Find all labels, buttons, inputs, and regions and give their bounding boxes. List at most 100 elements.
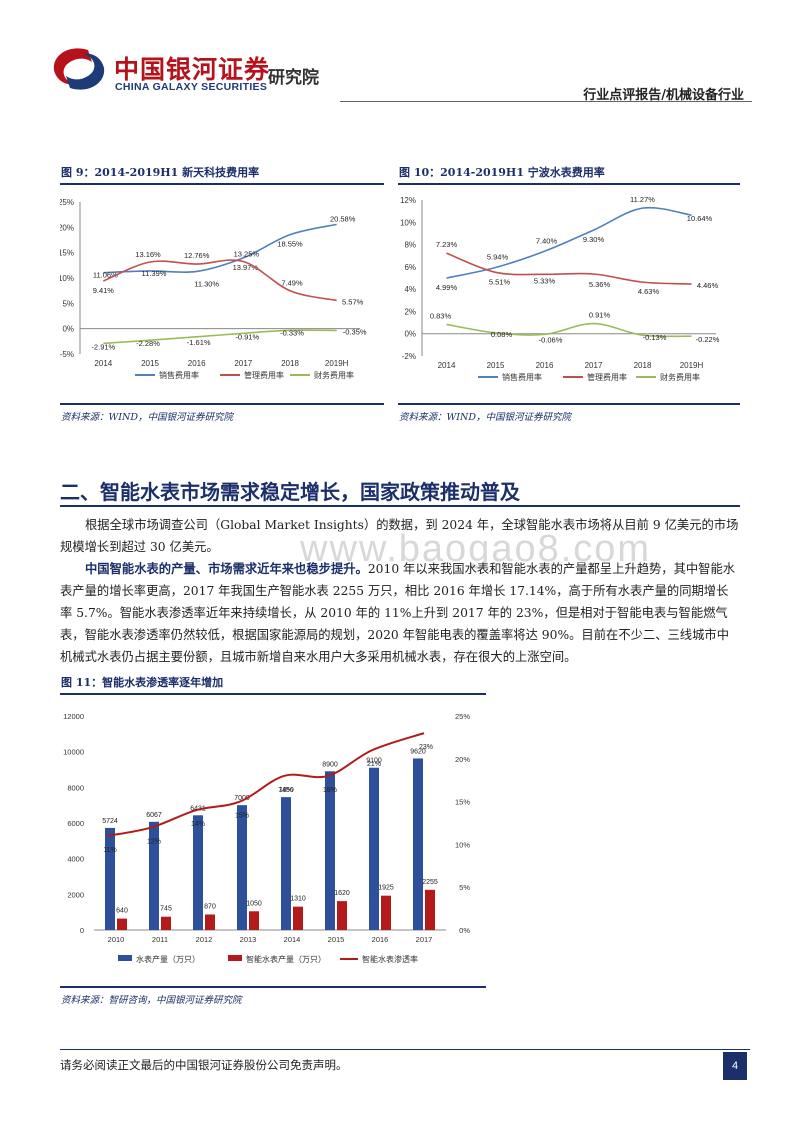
x-tick-label: 2018 <box>634 361 652 370</box>
y-tick-label: 10% <box>400 218 416 227</box>
y-tick-label: 12000 <box>63 712 84 721</box>
line-label: 11% <box>103 847 117 854</box>
x-tick-label: 2011 <box>152 935 168 944</box>
footer-rule <box>60 1049 750 1050</box>
y-tick-label: 0% <box>62 325 74 334</box>
y-tick-label: 2000 <box>67 890 84 899</box>
bar-label: 6067 <box>146 812 162 819</box>
y-tick-label: 8% <box>404 241 416 250</box>
fig11-top-rule <box>60 693 486 695</box>
bar-label: 1620 <box>334 890 350 897</box>
data-label: 0.91% <box>589 311 611 320</box>
y2-tick-label: 5% <box>459 883 470 892</box>
section-heading: 二、智能水表市场需求稳定增长，国家政策推动普及 <box>60 480 520 504</box>
fig10-chart: -2% 0% 2% 4% 6% 8% 10% 12% 2014 2015 2016 2017 2018 2… <box>400 195 720 382</box>
legend-entry: 财务费用率 <box>660 372 700 382</box>
data-label: -0.91% <box>235 332 259 341</box>
bar-label: 1310 <box>290 896 306 903</box>
bar-label: 640 <box>116 908 128 915</box>
x-tick-label: 2016 <box>536 361 554 370</box>
x-tick-label: 2015 <box>328 935 345 944</box>
line-label: 23% <box>419 744 433 751</box>
data-label: -0.33% <box>280 328 304 337</box>
fig11-bottom-rule <box>60 986 486 988</box>
y-tick-label: -2% <box>402 352 416 361</box>
x-tick-label: 2014 <box>284 935 301 944</box>
y-tick-label: -5% <box>60 350 74 359</box>
x-tick-label: 2015 <box>141 359 159 368</box>
y-tick-label: 2% <box>404 307 416 316</box>
series-line-1 <box>446 206 692 279</box>
line-label: 12% <box>147 838 161 845</box>
data-label: -2.91% <box>91 342 115 351</box>
bar-water-meter <box>237 805 247 930</box>
x-tick-label: 2017 <box>585 361 603 370</box>
legend-entry: 管理费用率 <box>244 370 284 380</box>
fig9-source: 资料来源：WIND，中国银河证券研究院 <box>61 412 233 423</box>
data-label: 11.06% <box>93 271 118 280</box>
galaxy-logo-icon <box>53 48 105 90</box>
fig11-source: 资料来源：智研咨询，中国银河证券研究院 <box>61 995 242 1006</box>
data-label: 13.25% <box>234 250 260 259</box>
data-label: 9.41% <box>93 286 115 295</box>
company-name-cn: 中国银河证券 <box>114 55 271 84</box>
data-label: 5.94% <box>487 253 509 262</box>
disclaimer-note: 请务必阅读正文最后的中国银河证券股份公司免责声明。 <box>60 1058 348 1072</box>
data-label: 7.23% <box>436 240 458 249</box>
data-label: 7.40% <box>536 236 558 245</box>
bar-smart-meter <box>337 901 347 930</box>
x-tick-label: 2014 <box>94 359 112 368</box>
y-tick-label: 10000 <box>63 748 84 757</box>
x-tick-label: 2019H <box>325 359 349 368</box>
data-label: 5.36% <box>589 280 611 289</box>
data-label: 0.83% <box>430 311 452 320</box>
x-tick-label: 2016 <box>372 935 389 944</box>
paragraph-1: 根据全球市场调查公司（Global Market Insights）的数据，到 … <box>60 514 740 558</box>
x-tick-label: 2014 <box>438 361 456 370</box>
series-line-2 <box>446 252 692 285</box>
x-tick-label: 2016 <box>188 359 206 368</box>
bar-label: 7000 <box>234 795 250 802</box>
y-tick-label: 12% <box>400 196 416 205</box>
data-label: -0.13% <box>643 333 667 342</box>
y-tick-label: 6000 <box>67 819 84 828</box>
company-name-en: CHINA GALAXY SECURITIES <box>115 81 268 93</box>
legend-swatch <box>228 955 242 961</box>
bar-water-meter <box>149 821 159 930</box>
bar-water-meter <box>193 815 203 930</box>
data-label: 10.64% <box>687 214 713 223</box>
penetration-line <box>107 732 425 837</box>
y-tick-label: 6% <box>404 263 416 272</box>
x-tick-label: 2017 <box>234 359 252 368</box>
data-label: 11.27% <box>630 195 655 204</box>
paragraph-1-text: 根据全球市场调查公司（Global Market Insights）的数据，到 … <box>60 518 739 554</box>
y2-tick-label: 25% <box>455 712 470 721</box>
bar-label: 745 <box>160 906 172 913</box>
bar-smart-meter <box>205 914 215 930</box>
data-label: 0.08% <box>491 330 513 339</box>
header-divider <box>340 101 752 102</box>
fig9-title: 图 9：2014-2019H1 新天科技费用率 <box>61 166 260 179</box>
paragraph-2-lead: 中国智能水表的产量、市场需求近年来也稳步提升。 <box>85 561 368 576</box>
y-tick-label: 10% <box>60 274 74 283</box>
y2-tick-label: 10% <box>455 840 470 849</box>
x-tick-label: 2013 <box>240 935 257 944</box>
y-tick-label: 4% <box>404 285 416 294</box>
y-tick-label: 25% <box>60 198 74 207</box>
series-line-2 <box>103 259 337 302</box>
line-label: 18% <box>279 787 293 794</box>
legend-entry: 销售费用率 <box>502 372 542 382</box>
header: 中国银河证券 CHINA GALAXY SECURITIES 研究院 行业点评报… <box>0 0 800 105</box>
bar-label: 870 <box>204 903 216 910</box>
data-label: -0.06% <box>539 335 563 344</box>
data-label: 9.30% <box>583 235 605 244</box>
x-tick-label: 2012 <box>196 935 213 944</box>
bar-label: 7450 <box>278 787 294 794</box>
data-label: -0.22% <box>696 335 720 344</box>
legend-entry: 智能水表渗透率 <box>362 954 418 964</box>
data-label: 20.58% <box>330 214 356 223</box>
y2-tick-label: 0% <box>459 926 470 935</box>
y2-tick-label: 15% <box>455 798 470 807</box>
data-label: 4.99% <box>436 283 458 292</box>
data-label: -0.35% <box>343 327 367 336</box>
